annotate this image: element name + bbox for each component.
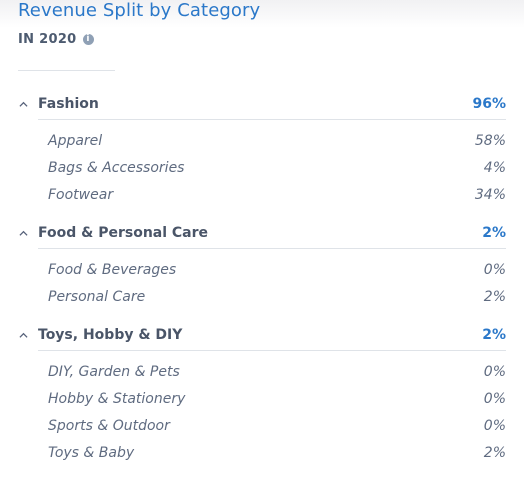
group-divider bbox=[38, 248, 506, 249]
top-shade bbox=[0, 0, 524, 28]
widget-title: Revenue Split by Category bbox=[18, 0, 261, 21]
chevron-up-icon[interactable] bbox=[19, 331, 28, 340]
subcategory-percent: 0% bbox=[483, 418, 506, 434]
subcategory-row: Bags & Accessories 4% bbox=[48, 158, 506, 178]
subcategory-percent: 0% bbox=[483, 262, 506, 278]
subcategory-percent: 4% bbox=[483, 160, 506, 176]
subcategory-row: Hobby & Stationery 0% bbox=[48, 389, 506, 409]
subcategory-row: Footwear 34% bbox=[48, 185, 506, 205]
category-group-fashion[interactable]: Fashion 96% bbox=[18, 93, 506, 115]
group-name: Toys, Hobby & DIY bbox=[38, 327, 183, 343]
subcategory-row: DIY, Garden & Pets 0% bbox=[48, 362, 506, 382]
group-percent: 2% bbox=[482, 327, 506, 343]
subcategory-name: Apparel bbox=[48, 133, 103, 149]
subcategory-row: Personal Care 2% bbox=[48, 287, 506, 307]
subcategory-row: Sports & Outdoor 0% bbox=[48, 416, 506, 436]
subtitle-text: IN 2020 bbox=[18, 32, 77, 47]
group-divider bbox=[38, 350, 506, 351]
subcategory-row: Toys & Baby 2% bbox=[48, 443, 506, 463]
info-icon[interactable]: i bbox=[82, 34, 94, 45]
subcategory-percent: 34% bbox=[474, 187, 506, 203]
subcategory-name: Sports & Outdoor bbox=[48, 418, 170, 434]
category-group-toys-hobby-diy[interactable]: Toys, Hobby & DIY 2% bbox=[18, 324, 506, 346]
group-divider bbox=[38, 119, 506, 120]
subcategory-percent: 0% bbox=[483, 364, 506, 380]
subcategory-name: DIY, Garden & Pets bbox=[48, 364, 180, 380]
subcategory-name: Hobby & Stationery bbox=[48, 391, 186, 407]
group-name: Food & Personal Care bbox=[38, 225, 209, 241]
subcategory-name: Food & Beverages bbox=[48, 262, 177, 278]
group-name: Fashion bbox=[38, 96, 99, 112]
chevron-up-icon[interactable] bbox=[19, 100, 28, 109]
widget-subtitle: IN 2020 i bbox=[18, 32, 94, 47]
subcategory-name: Personal Care bbox=[48, 289, 146, 305]
subcategory-percent: 2% bbox=[483, 289, 506, 305]
category-group-food-personal-care[interactable]: Food & Personal Care 2% bbox=[18, 222, 506, 244]
subcategory-percent: 2% bbox=[483, 445, 506, 461]
title-divider bbox=[18, 70, 115, 71]
subcategory-name: Bags & Accessories bbox=[48, 160, 185, 176]
subcategory-row: Apparel 58% bbox=[48, 131, 506, 151]
subcategory-name: Toys & Baby bbox=[48, 445, 135, 461]
subcategory-row: Food & Beverages 0% bbox=[48, 260, 506, 280]
subcategory-name: Footwear bbox=[48, 187, 114, 203]
group-percent: 2% bbox=[482, 225, 506, 241]
group-percent: 96% bbox=[472, 96, 506, 112]
subcategory-percent: 0% bbox=[483, 391, 506, 407]
chevron-up-icon[interactable] bbox=[19, 229, 28, 238]
subcategory-percent: 58% bbox=[474, 133, 506, 149]
